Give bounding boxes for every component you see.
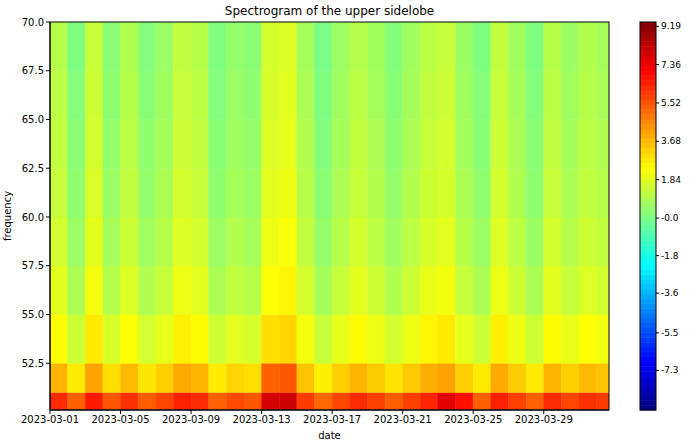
svg-text:55.0: 55.0: [22, 309, 44, 320]
svg-text:7.36: 7.36: [661, 60, 681, 70]
svg-text:frequency: frequency: [2, 191, 13, 241]
svg-text:52.5: 52.5: [22, 358, 44, 369]
svg-text:Spectrogram of the upper sidel: Spectrogram of the upper sidelobe: [225, 4, 434, 18]
svg-text:62.5: 62.5: [22, 163, 44, 174]
svg-text:date: date: [318, 430, 341, 441]
svg-text:-1.8: -1.8: [661, 251, 679, 261]
svg-text:2023-03-01: 2023-03-01: [21, 414, 79, 425]
svg-text:-3.6: -3.6: [661, 288, 679, 298]
svg-text:2023-03-25: 2023-03-25: [444, 414, 502, 425]
svg-text:-0.0: -0.0: [661, 213, 679, 223]
svg-text:5.52: 5.52: [661, 98, 681, 108]
svg-text:2023-03-21: 2023-03-21: [374, 414, 432, 425]
svg-text:-5.5: -5.5: [661, 328, 679, 338]
svg-text:67.5: 67.5: [22, 65, 44, 76]
svg-text:9.19: 9.19: [661, 21, 681, 31]
svg-text:-7.3: -7.3: [661, 365, 679, 375]
svg-text:2023-03-13: 2023-03-13: [233, 414, 291, 425]
svg-text:2023-03-09: 2023-03-09: [162, 414, 220, 425]
svg-text:1.84: 1.84: [661, 175, 681, 185]
svg-text:65.0: 65.0: [22, 114, 44, 125]
svg-text:3.68: 3.68: [661, 136, 681, 146]
svg-text:2023-03-29: 2023-03-29: [515, 414, 573, 425]
svg-text:60.0: 60.0: [22, 212, 44, 223]
svg-text:2023-03-17: 2023-03-17: [303, 414, 361, 425]
svg-text:57.5: 57.5: [22, 260, 44, 271]
svg-text:70.0: 70.0: [22, 17, 44, 28]
svg-text:2023-03-05: 2023-03-05: [91, 414, 149, 425]
